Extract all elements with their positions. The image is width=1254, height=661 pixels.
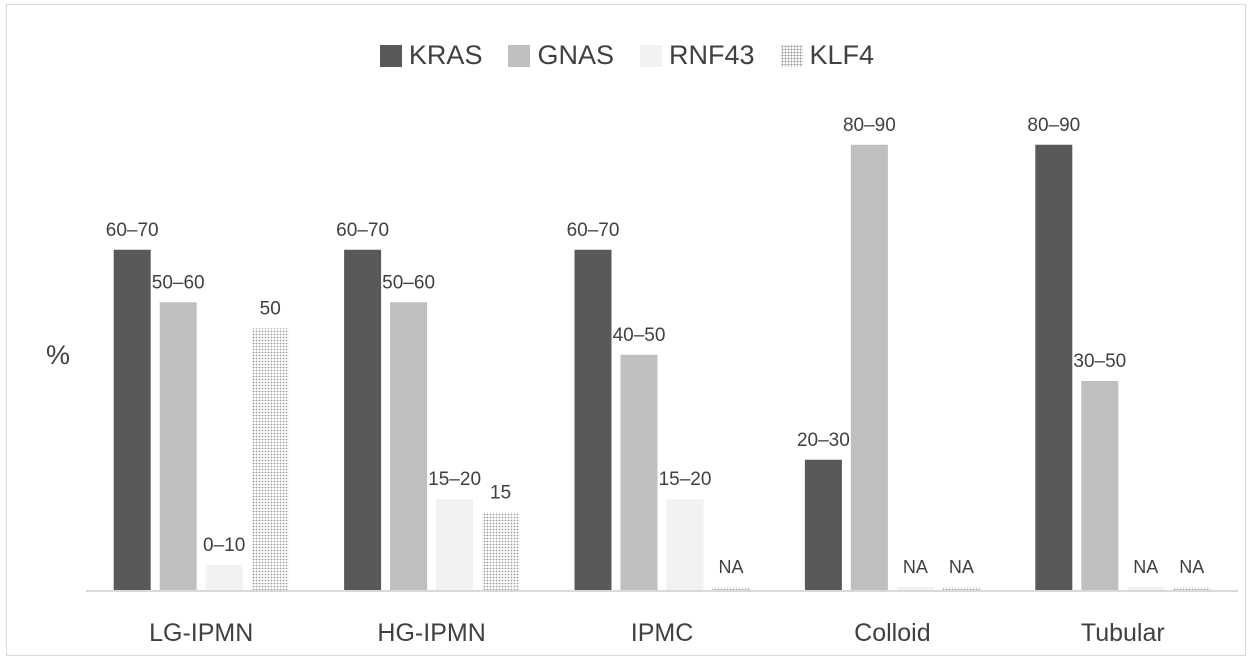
data-label-klf4-tubular: NA [1179,557,1204,577]
bar-kras-lg-ipmn [113,249,151,591]
data-label-rnf43-tubular: NA [1133,557,1158,577]
data-label-kras-tubular: 80–90 [1027,115,1080,136]
data-label-klf4-colloid: NA [949,557,974,577]
bar-klf4-lg-ipmn [251,328,289,591]
data-label-rnf43-colloid: NA [903,557,928,577]
data-label-rnf43-lg-ipmn: 0–10 [203,535,245,556]
bar-gnas-hg-ipmn [390,302,428,591]
x-tick-label-colloid: Colloid [854,619,930,647]
bar-gnas-lg-ipmn [159,302,197,591]
legend-swatch-klf4 [780,44,803,67]
legend-item-kras: KRAS [379,40,483,71]
legend-item-klf4: KLF4 [780,40,875,71]
bar-klf4-colloid [942,587,980,591]
data-label-gnas-colloid: 80–90 [843,115,896,136]
legend-label-rnf43: RNF43 [668,40,755,70]
x-tick-label-lg-ipmn: LG-IPMN [149,619,253,647]
data-label-kras-lg-ipmn: 60–70 [106,220,159,241]
data-label-kras-hg-ipmn: 60–70 [336,220,389,241]
legend-item-gnas: GNAS [508,40,614,71]
bar-rnf43-ipmc [666,499,704,591]
bar-klf4-hg-ipmn [482,512,520,591]
bar-kras-colloid [804,459,842,591]
bar-gnas-colloid [850,144,888,591]
x-tick-label-tubular: Tubular [1081,619,1165,647]
data-label-kras-colloid: 20–30 [797,430,850,451]
data-label-gnas-ipmc: 40–50 [613,325,666,346]
data-label-gnas-hg-ipmn: 50–60 [382,272,435,293]
data-label-kras-ipmc: 60–70 [567,220,620,241]
chart-frame [6,4,1246,656]
data-label-gnas-lg-ipmn: 50–60 [152,272,205,293]
legend-label-gnas: GNAS [537,40,614,70]
bar-kras-ipmc [574,249,612,591]
legend-swatch-kras [379,44,402,67]
bar-kras-tubular [1035,144,1073,591]
bar-rnf43-colloid [896,587,934,591]
data-label-rnf43-ipmc: 15–20 [659,469,712,490]
bar-klf4-tubular [1173,587,1211,591]
legend-label-klf4: KLF4 [809,40,875,70]
legend-swatch-gnas [508,44,531,67]
bar-rnf43-lg-ipmn [205,564,243,591]
bar-rnf43-tubular [1127,587,1165,591]
data-label-gnas-tubular: 30–50 [1073,351,1126,372]
data-label-rnf43-hg-ipmn: 15–20 [428,469,481,490]
data-label-klf4-hg-ipmn: 15 [490,482,511,503]
data-label-klf4-ipmc: NA [718,557,743,577]
data-label-klf4-lg-ipmn: 50 [260,299,281,320]
bar-kras-hg-ipmn [344,249,382,591]
bar-rnf43-hg-ipmn [436,499,474,591]
legend-swatch-rnf43 [639,44,662,67]
y-axis-label: % [46,340,71,370]
chart-legend: KRAS GNAS RNF43 KLF4 [0,40,1254,71]
legend-label-kras: KRAS [408,40,483,70]
bar-gnas-tubular [1081,381,1119,591]
legend-item-rnf43: RNF43 [639,40,755,71]
bar-gnas-ipmc [620,354,658,591]
x-tick-label-ipmc: IPMC [631,619,694,647]
x-tick-label-hg-ipmn: HG-IPMN [377,619,485,647]
bar-klf4-ipmc [712,587,750,591]
